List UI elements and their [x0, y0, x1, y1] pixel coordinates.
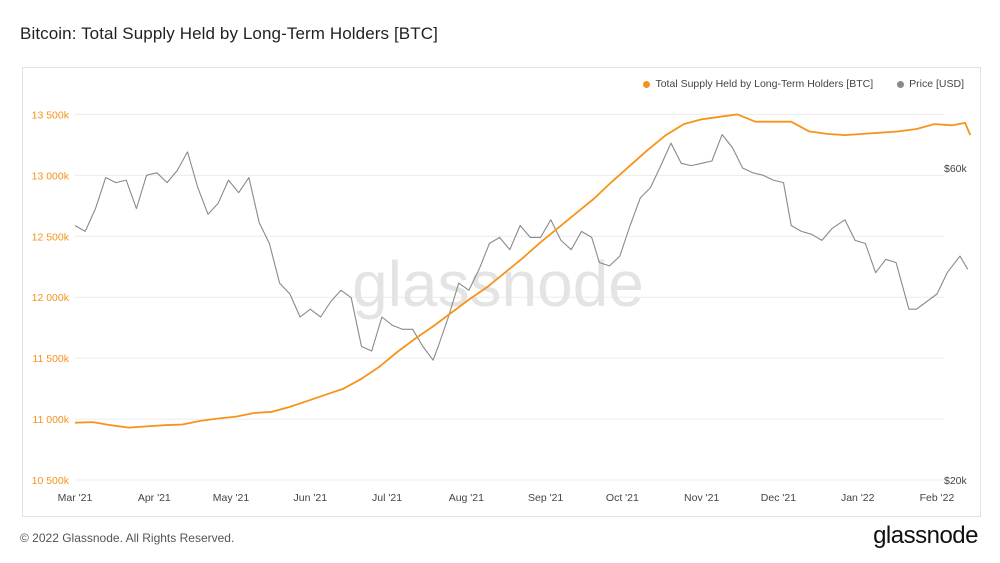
x-tick-label: Sep '21: [528, 492, 563, 504]
price-series-line: [74, 134, 969, 361]
legend-dot-supply: [643, 80, 651, 88]
y-left-tick-label: 10 500k: [32, 475, 70, 487]
legend-label-price: Price [USD]: [909, 78, 964, 90]
x-tick-label: Jan '22: [841, 492, 875, 504]
legend-item-price[interactable]: Price [USD]: [897, 78, 964, 90]
y-left-tick-label: 11 000k: [32, 414, 69, 426]
x-tick-label: Oct '21: [606, 492, 639, 504]
footer-copyright: © 2022 Glassnode. All Rights Reserved.: [20, 531, 235, 545]
x-tick-label: Aug '21: [449, 492, 484, 504]
y-left-tick-label: 12 500k: [32, 231, 70, 243]
y-right-tick-label: $60k: [944, 163, 968, 175]
x-tick-label: Jun '21: [294, 492, 328, 504]
watermark: glassnode: [352, 248, 644, 320]
glassnode-logo[interactable]: glassnode: [873, 522, 978, 549]
y-left-tick-label: 13 000k: [32, 170, 70, 182]
legend-item-supply[interactable]: Total Supply Held by Long-Term Holders […: [643, 78, 873, 90]
chart-legend: Total Supply Held by Long-Term Holders […: [643, 78, 964, 90]
x-tick-label: Feb '22: [920, 492, 955, 504]
x-tick-label: Apr '21: [138, 492, 171, 504]
x-tick-label: May '21: [213, 492, 250, 504]
x-tick-label: Dec '21: [761, 492, 796, 504]
chart-frame: [22, 67, 981, 517]
y-left-tick-label: 12 000k: [32, 292, 70, 304]
supply-series-line: [74, 113, 972, 429]
legend-dot-price: [897, 80, 905, 88]
legend-label-supply: Total Supply Held by Long-Term Holders […: [655, 78, 874, 90]
y-left-tick-label: 11 500k: [32, 353, 69, 365]
x-tick-label: Nov '21: [684, 492, 719, 504]
x-tick-label: Mar '21: [58, 492, 93, 504]
y-left-tick-label: 13 500k: [32, 109, 70, 121]
x-tick-label: Jul '21: [372, 492, 402, 504]
y-right-tick-label: $20k: [944, 475, 968, 487]
chart-title: Bitcoin: Total Supply Held by Long-Term …: [20, 24, 438, 43]
